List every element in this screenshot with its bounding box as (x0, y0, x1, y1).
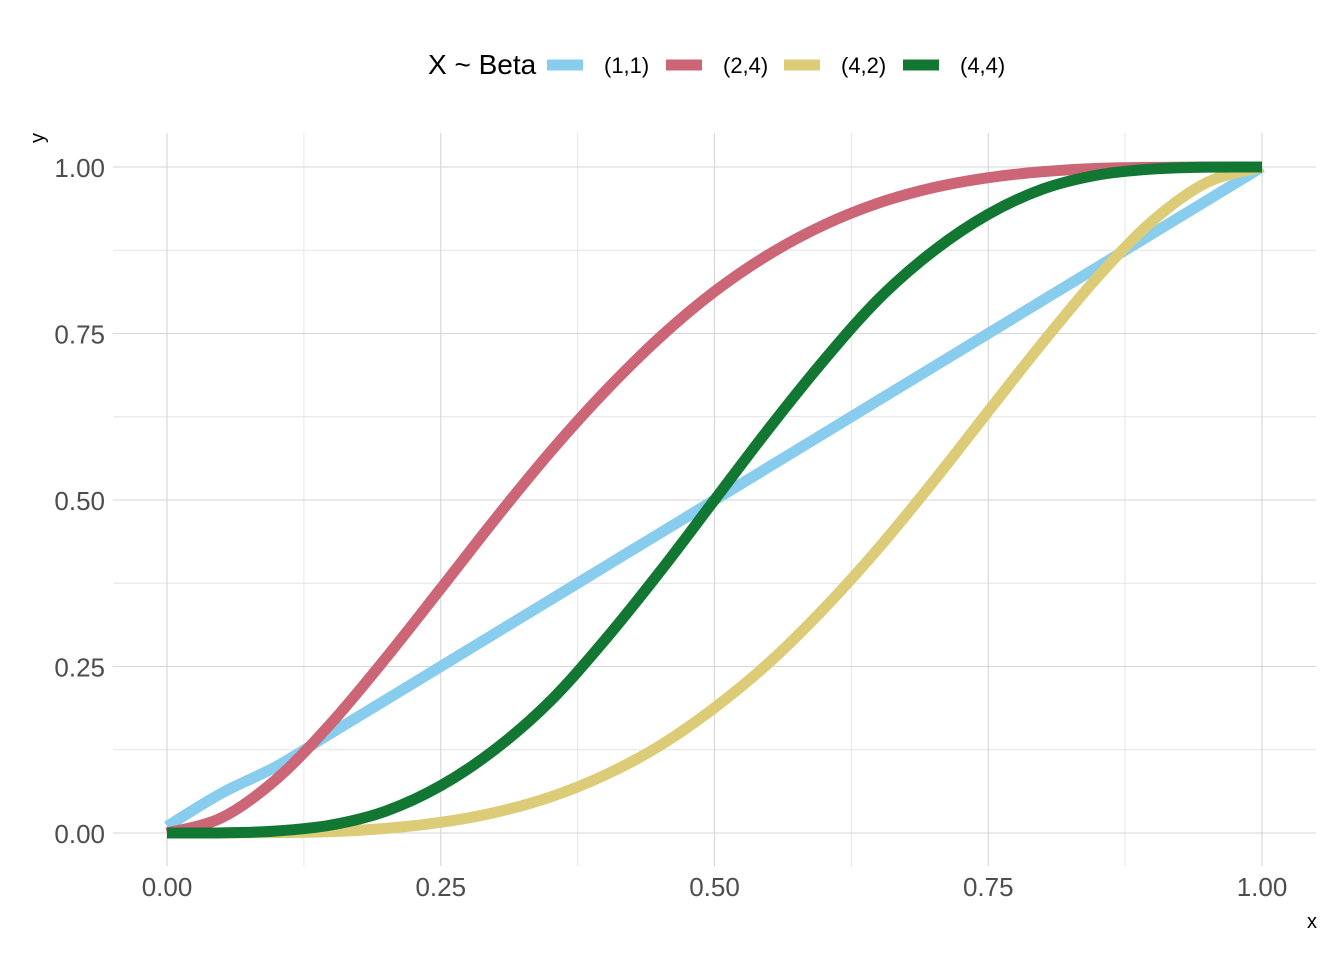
x-tick-label: 0.25 (415, 872, 466, 902)
x-axis-title: x (1307, 911, 1317, 933)
x-tick-label: 1.00 (1237, 872, 1288, 902)
series-line-3 (166, 161, 1263, 839)
series-lines (164, 161, 1265, 839)
legend-key-label: (4,2) (841, 53, 886, 78)
legend: X ~ Beta (1,1) (2,4) (4,2) (4,4) (428, 49, 1005, 80)
legend-key-label: (2,4) (723, 53, 768, 78)
y-axis-title: y (27, 133, 49, 143)
series-line-1 (165, 161, 1263, 839)
legend-key-label: (1,1) (604, 53, 649, 78)
x-tick-label: 0.00 (142, 872, 193, 902)
x-tick-label: 0.50 (689, 872, 740, 902)
y-axis-ticks: 0.00 0.25 0.50 0.75 1.00 (54, 153, 105, 849)
x-axis-ticks: 0.00 0.25 0.50 0.75 1.00 (142, 872, 1288, 902)
y-tick-label: 0.50 (54, 486, 105, 516)
legend-title: X ~ Beta (428, 49, 537, 80)
grid (113, 133, 1316, 866)
y-tick-label: 1.00 (54, 153, 105, 183)
x-tick-label: 0.75 (963, 872, 1014, 902)
y-tick-label: 0.00 (54, 819, 105, 849)
y-tick-label: 0.25 (54, 653, 105, 683)
legend-key-label: (4,4) (960, 53, 1005, 78)
series-line-2 (166, 161, 1264, 839)
y-tick-label: 0.75 (54, 320, 105, 350)
